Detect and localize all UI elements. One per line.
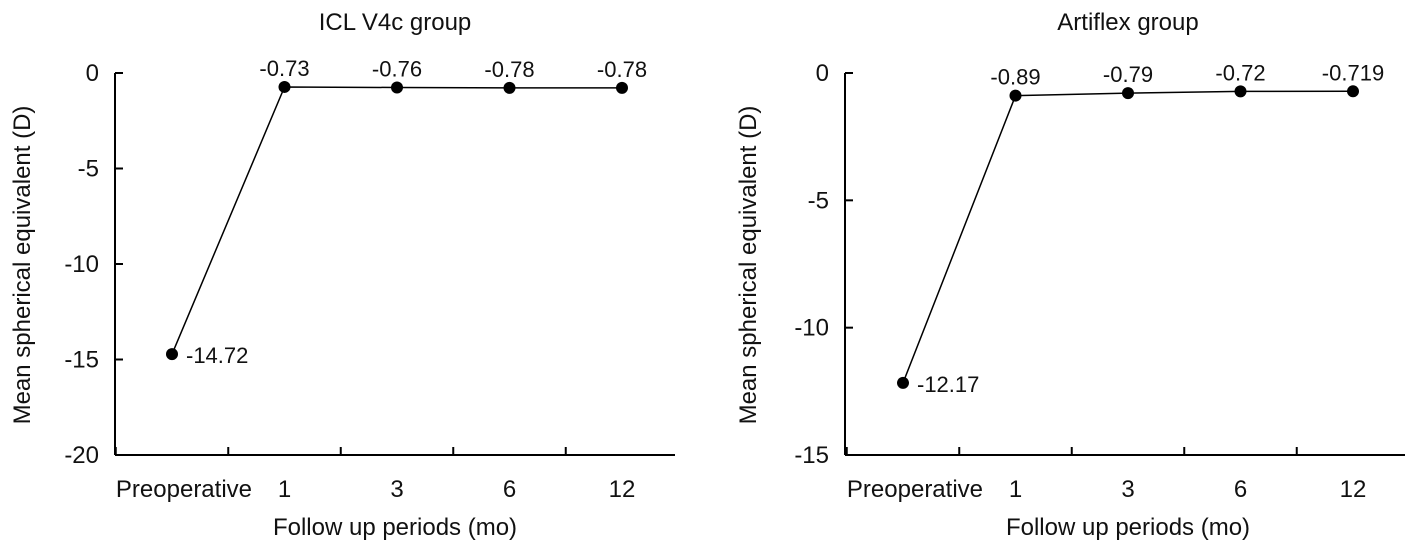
data-label: -0.79	[1103, 62, 1153, 87]
y-tick-label: -5	[808, 187, 829, 214]
chart-panel-artiflex: Artiflex group Mean spherical equivalent…	[735, 9, 1405, 541]
data-label: -0.719	[1322, 60, 1384, 85]
y-tick-label: 0	[816, 60, 829, 87]
data-point	[1234, 85, 1247, 98]
x-tick-label: 12	[1340, 476, 1367, 503]
data-point	[897, 376, 909, 389]
y-axis-label: Mean spherical equivalent (D)	[9, 106, 36, 425]
y-tick-label: -10	[794, 315, 829, 342]
data-point	[391, 81, 403, 94]
data-point	[1347, 85, 1359, 98]
data-point	[616, 81, 628, 94]
x-tick-label: 6	[503, 476, 516, 503]
x-axis-label: Follow up periods (mo)	[273, 514, 517, 541]
y-tick-label: -10	[64, 251, 99, 278]
y-axis-label: Mean spherical equivalent (D)	[735, 106, 762, 425]
data-point	[166, 348, 178, 361]
x-ticks: Preoperative 1 3 6 12	[114, 447, 636, 503]
x-tick-label: 12	[609, 476, 636, 503]
y-tick-label: 0	[86, 60, 99, 87]
data-point	[278, 80, 291, 93]
data-label: -0.76	[372, 57, 422, 82]
x-tick-label: 1	[1009, 476, 1022, 503]
chart-title: Artiflex group	[1057, 9, 1198, 36]
series	[166, 80, 628, 361]
y-tick-label: -15	[794, 442, 829, 469]
x-tick-label: 3	[390, 476, 403, 503]
data-label: -14.72	[186, 343, 248, 368]
data-label: -12.17	[917, 372, 979, 397]
y-ticks: 0 -5 -10 -15 -20	[64, 60, 123, 469]
axes	[844, 73, 1405, 456]
data-label: -0.78	[484, 57, 534, 82]
data-labels: -12.17 -0.89 -0.79 -0.72 -0.719	[917, 60, 1384, 397]
axes	[114, 73, 675, 456]
series-line	[902, 90, 1354, 384]
data-label: -0.89	[990, 65, 1040, 90]
data-label: -0.72	[1215, 60, 1265, 85]
data-label: -0.78	[597, 57, 647, 82]
x-tick-label: 3	[1121, 476, 1134, 503]
data-point	[1122, 87, 1134, 100]
data-point	[1009, 89, 1022, 102]
data-labels: -14.72 -0.73 -0.76 -0.78 -0.78	[186, 56, 647, 368]
x-tick-label: Preoperative	[847, 476, 983, 503]
chart-panel-icl-v4c: ICL V4c group Mean spherical equivalent …	[9, 9, 675, 541]
x-tick-label: 6	[1234, 476, 1247, 503]
x-ticks: Preoperative 1 3 6 12	[845, 447, 1367, 503]
data-label: -0.73	[259, 56, 309, 81]
data-point	[503, 81, 516, 94]
y-tick-label: -15	[64, 347, 99, 374]
series-line	[171, 86, 622, 355]
x-tick-label: Preoperative	[116, 476, 252, 503]
y-ticks: 0 -5 -10 -15	[794, 60, 853, 469]
y-tick-label: -20	[64, 442, 99, 469]
x-axis-label: Follow up periods (mo)	[1006, 514, 1250, 541]
y-tick-label: -5	[78, 156, 99, 183]
chart-title: ICL V4c group	[319, 9, 472, 36]
x-tick-label: 1	[278, 476, 291, 503]
series	[897, 85, 1359, 389]
